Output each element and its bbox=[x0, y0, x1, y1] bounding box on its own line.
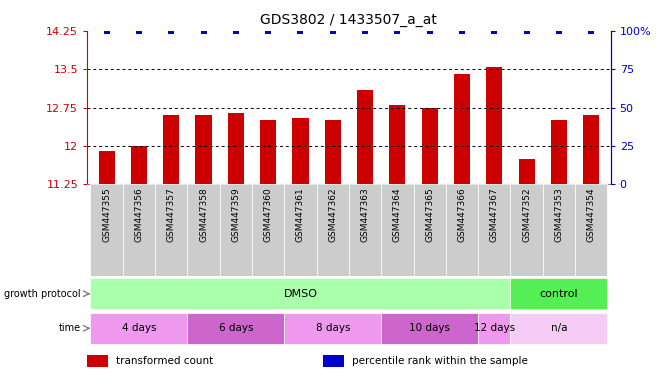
Bar bbox=[187, 313, 285, 344]
Bar bbox=[285, 313, 381, 344]
Text: GSM447365: GSM447365 bbox=[425, 187, 434, 242]
Bar bbox=[575, 184, 607, 276]
Text: DMSO: DMSO bbox=[283, 289, 317, 299]
Bar bbox=[123, 184, 155, 276]
Bar bbox=[543, 184, 575, 276]
Bar bbox=[219, 184, 252, 276]
Bar bbox=[99, 151, 115, 184]
Bar bbox=[551, 120, 567, 184]
Bar bbox=[486, 66, 503, 184]
Bar bbox=[323, 355, 344, 367]
Text: GSM447352: GSM447352 bbox=[522, 187, 531, 242]
Text: GSM447354: GSM447354 bbox=[586, 187, 596, 242]
Bar bbox=[131, 146, 147, 184]
Text: GSM447367: GSM447367 bbox=[490, 187, 499, 242]
Bar bbox=[519, 159, 535, 184]
Text: GSM447355: GSM447355 bbox=[102, 187, 111, 242]
Text: GSM447358: GSM447358 bbox=[199, 187, 208, 242]
Text: percentile rank within the sample: percentile rank within the sample bbox=[352, 356, 527, 366]
Bar bbox=[325, 120, 341, 184]
Bar bbox=[349, 184, 381, 276]
Bar bbox=[91, 184, 123, 276]
Bar bbox=[389, 105, 405, 184]
Bar bbox=[381, 184, 413, 276]
Text: GSM447366: GSM447366 bbox=[458, 187, 466, 242]
Bar bbox=[381, 313, 478, 344]
Text: GSM447362: GSM447362 bbox=[328, 187, 338, 242]
Text: GSM447364: GSM447364 bbox=[393, 187, 402, 242]
Bar bbox=[155, 184, 187, 276]
Bar bbox=[260, 120, 276, 184]
Bar bbox=[357, 89, 373, 184]
Text: control: control bbox=[539, 289, 578, 299]
Bar bbox=[227, 113, 244, 184]
Bar bbox=[317, 184, 349, 276]
Text: GSM447353: GSM447353 bbox=[554, 187, 564, 242]
Text: growth protocol: growth protocol bbox=[4, 289, 81, 299]
Bar bbox=[285, 184, 317, 276]
Bar bbox=[293, 118, 309, 184]
Bar bbox=[187, 184, 219, 276]
Text: 10 days: 10 days bbox=[409, 323, 450, 333]
Bar bbox=[478, 184, 511, 276]
Title: GDS3802 / 1433507_a_at: GDS3802 / 1433507_a_at bbox=[260, 13, 437, 27]
Text: GSM447357: GSM447357 bbox=[166, 187, 176, 242]
Text: GSM447360: GSM447360 bbox=[264, 187, 272, 242]
Text: GSM447356: GSM447356 bbox=[134, 187, 144, 242]
Text: transformed count: transformed count bbox=[116, 356, 213, 366]
Bar bbox=[511, 278, 607, 310]
Bar bbox=[583, 115, 599, 184]
Bar bbox=[478, 313, 511, 344]
Text: GSM447363: GSM447363 bbox=[360, 187, 370, 242]
Bar bbox=[421, 108, 437, 184]
Text: 8 days: 8 days bbox=[315, 323, 350, 333]
Text: GSM447359: GSM447359 bbox=[231, 187, 240, 242]
Bar bbox=[413, 184, 446, 276]
Bar bbox=[87, 355, 108, 367]
Text: n/a: n/a bbox=[551, 323, 567, 333]
Bar bbox=[454, 74, 470, 184]
Bar bbox=[446, 184, 478, 276]
Bar bbox=[511, 184, 543, 276]
Bar bbox=[163, 115, 179, 184]
Text: 4 days: 4 days bbox=[121, 323, 156, 333]
Bar bbox=[252, 184, 285, 276]
Bar bbox=[195, 115, 211, 184]
Bar bbox=[511, 313, 607, 344]
Text: time: time bbox=[58, 323, 81, 333]
Text: GSM447361: GSM447361 bbox=[296, 187, 305, 242]
Bar bbox=[91, 278, 511, 310]
Text: 12 days: 12 days bbox=[474, 323, 515, 333]
Text: 6 days: 6 days bbox=[219, 323, 253, 333]
Bar bbox=[91, 313, 187, 344]
